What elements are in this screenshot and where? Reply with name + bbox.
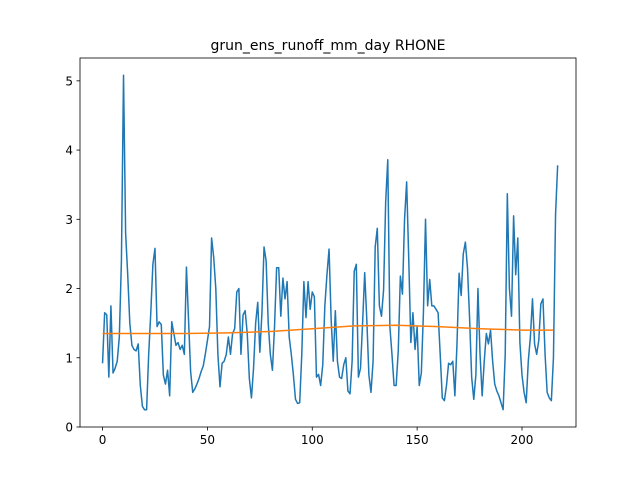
x-tick-label: 100 (301, 433, 324, 447)
x-tick-label: 0 (99, 433, 107, 447)
x-tick-label: 150 (406, 433, 429, 447)
y-tick-label: 2 (65, 282, 73, 296)
x-tick-label: 200 (511, 433, 534, 447)
plot-frame (79, 57, 577, 428)
y-tick-label: 3 (65, 213, 73, 227)
series-line-1 (101, 74, 559, 411)
y-tick-label: 4 (65, 144, 73, 158)
y-tick-label: 5 (65, 74, 73, 88)
chart-title: grun_ens_runoff_mm_day RHONE (211, 38, 446, 54)
x-tick-label: 50 (200, 433, 215, 447)
plot-area (101, 74, 559, 411)
y-tick-label: 1 (65, 351, 73, 365)
axes: 0 50 100 150 200 0 1 2 3 4 5 (65, 57, 577, 447)
series-line-2 (102, 324, 554, 335)
y-tick-label: 0 (65, 421, 73, 435)
